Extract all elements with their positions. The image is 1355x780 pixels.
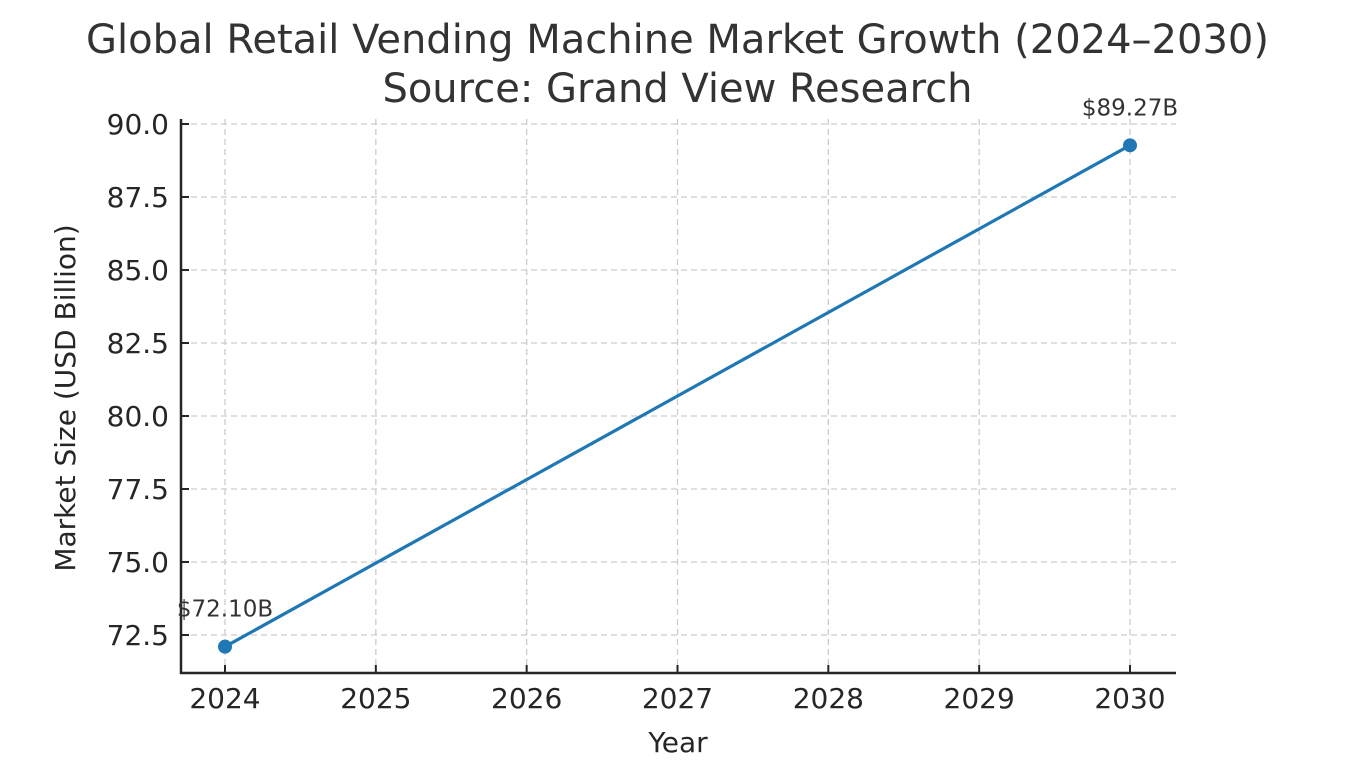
- data-point-marker: [218, 639, 232, 654]
- x-tick-label: 2026: [491, 682, 562, 715]
- y-tick-label: 80.0: [107, 400, 169, 433]
- y-tick-label: 77.5: [107, 473, 169, 506]
- x-axis-label: Year: [647, 726, 708, 759]
- y-tick-label: 85.0: [107, 254, 169, 287]
- x-tick-label: 2028: [793, 682, 864, 715]
- chart-title-line2: Source: Grand View Research: [382, 66, 973, 112]
- y-tick-label: 82.5: [107, 327, 169, 360]
- grid-lines: [181, 119, 1176, 673]
- data-value-annotation: $89.27B: [1082, 95, 1178, 121]
- data-point-marker: [1123, 138, 1137, 153]
- y-tick-label: 87.5: [107, 181, 169, 214]
- x-tick-label: 2025: [340, 682, 411, 715]
- chart-title-line1: Global Retail Vending Machine Market Gro…: [86, 17, 1269, 63]
- y-tick-label: 72.5: [107, 619, 169, 652]
- x-tick-label: 2029: [944, 682, 1015, 715]
- axes: [179, 119, 1176, 675]
- x-tick-label: 2027: [642, 682, 713, 715]
- data-annotations: $72.10B $89.27B: [177, 95, 1178, 622]
- data-value-annotation: $72.10B: [177, 597, 273, 623]
- x-tick-label: 2030: [1094, 682, 1165, 715]
- y-tick-label: 90.0: [107, 108, 169, 141]
- series-line: [224, 143, 1131, 649]
- x-tick-label: 2024: [189, 682, 260, 715]
- tick-labels: 2024 2025 2026 2027 2028 2029 2030 72.5 75.0 77.5…: [107, 108, 1166, 715]
- y-tick-label: 75.0: [107, 546, 169, 579]
- data-series: [218, 138, 1137, 654]
- y-axis-label: Market Size (USD Billion): [49, 224, 82, 571]
